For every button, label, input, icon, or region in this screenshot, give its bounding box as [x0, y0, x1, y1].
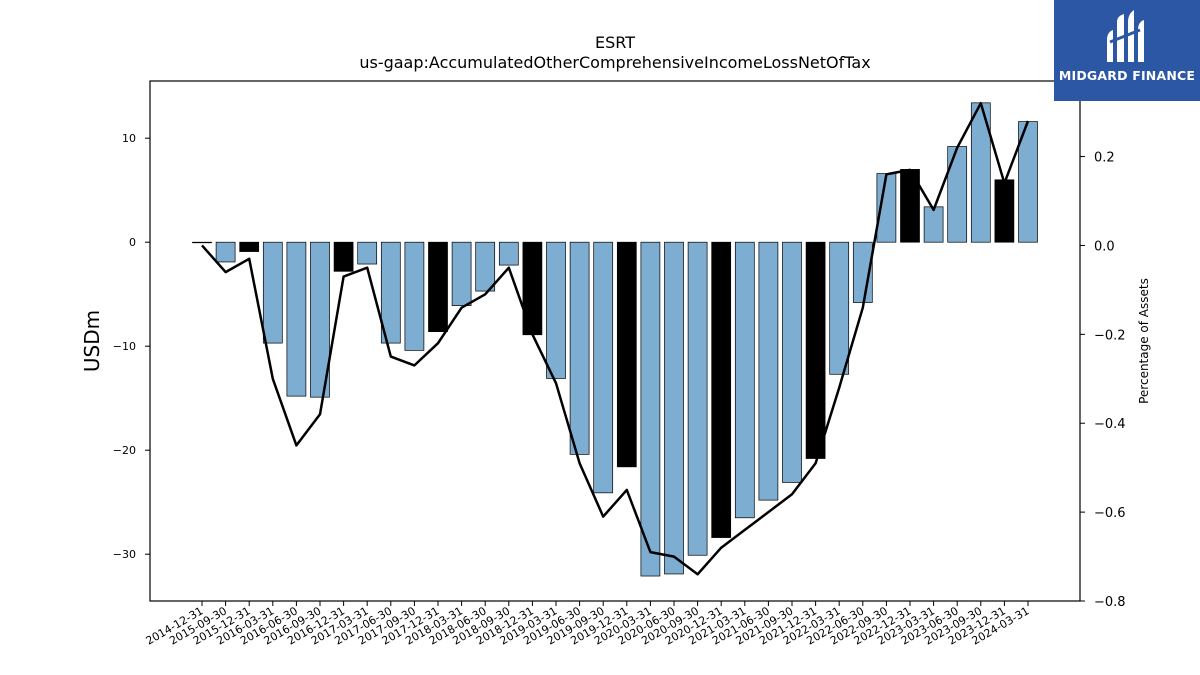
- bar-2014-12-31: [192, 241, 212, 244]
- bar-2016-09-30: [310, 241, 330, 398]
- bar-2017-06-30: [380, 241, 401, 344]
- bar-2016-03-31: [262, 241, 283, 344]
- bar-2018-06-30: [475, 241, 496, 292]
- bar-2018-03-31: [451, 241, 472, 306]
- brand-logo: MIDGARD FINANCE: [1054, 0, 1200, 101]
- bar-2017-12-31: [428, 241, 448, 332]
- y-tick-label: −10: [113, 340, 136, 353]
- y-tick-label: 10: [122, 132, 136, 145]
- y-tick-label: 0: [129, 236, 136, 249]
- y-axis-label: USDm: [80, 310, 104, 372]
- chart-title: ESRT: [595, 33, 635, 52]
- bar-2017-09-30: [404, 241, 425, 351]
- y2-tick-label: −0.4: [1094, 417, 1126, 432]
- bar-2023-06-30: [947, 146, 968, 243]
- y2-tick-label: −0.8: [1094, 595, 1126, 610]
- bar-2017-03-31: [357, 241, 378, 265]
- bar-2020-12-31: [711, 241, 732, 538]
- bar-2015-12-31: [239, 241, 260, 252]
- y2-tick-label: −0.2: [1094, 328, 1126, 343]
- bar-2018-09-30: [498, 241, 519, 266]
- plot-frame: [149, 80, 1081, 602]
- bar-2021-12-31: [805, 241, 826, 459]
- y-tick-label: −20: [113, 444, 136, 457]
- chart-subtitle: us-gaap:AccumulatedOtherComprehensiveInc…: [359, 53, 870, 72]
- bar-2020-06-30: [664, 241, 684, 575]
- percentage-of-assets-line: [201, 101, 1030, 576]
- bar-2020-03-31: [640, 241, 661, 577]
- bar-2019-09-30: [593, 241, 614, 494]
- y2-axis-label: Percentage of Assets: [1137, 278, 1151, 404]
- bar-2015-09-30: [215, 241, 236, 263]
- bar-2023-12-31: [994, 179, 1015, 243]
- bar-2019-06-30: [569, 241, 590, 455]
- bar-2021-06-30: [758, 241, 779, 501]
- bar-2022-03-31: [829, 241, 850, 375]
- bar-2018-12-31: [522, 241, 543, 336]
- bar-2019-03-31: [546, 241, 566, 379]
- bar-2020-09-30: [687, 241, 708, 556]
- y2-tick-label: 0.0: [1094, 239, 1115, 254]
- percentage-line: [201, 101, 1030, 576]
- bars: [192, 102, 1038, 577]
- logo-text: MIDGARD FINANCE: [1058, 68, 1196, 83]
- bar-2016-06-30: [286, 241, 307, 397]
- bar-2016-12-31: [333, 241, 354, 272]
- y-tick-label: −30: [113, 548, 136, 561]
- bar-2021-09-30: [782, 241, 802, 483]
- bar-2021-03-31: [734, 241, 755, 519]
- y2-tick-label: −0.6: [1094, 506, 1126, 521]
- y2-tick-label: 0.2: [1094, 151, 1115, 166]
- midgard-mark-icon: [1107, 10, 1144, 62]
- bar-2019-12-31: [616, 241, 637, 468]
- bar-2023-03-31: [923, 206, 944, 243]
